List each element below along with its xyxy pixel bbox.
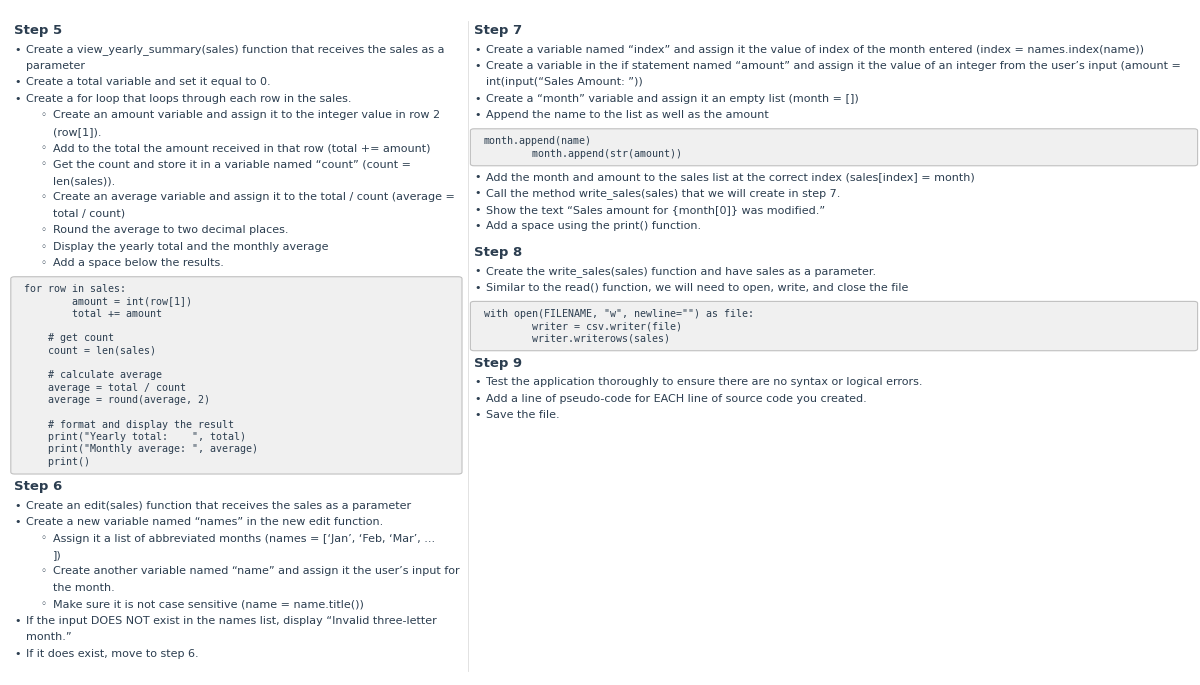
Text: # get count: # get count bbox=[24, 334, 114, 343]
Text: int(input(“Sales Amount: ”)): int(input(“Sales Amount: ”)) bbox=[486, 77, 643, 88]
Text: Get the count and store it in a variable named “count” (count =: Get the count and store it in a variable… bbox=[53, 160, 410, 170]
Text: Create a new variable named “names” in the new edit function.: Create a new variable named “names” in t… bbox=[26, 517, 384, 527]
Text: Save the file.: Save the file. bbox=[486, 410, 559, 421]
Text: month.append(name): month.append(name) bbox=[484, 136, 592, 146]
Text: Step 7: Step 7 bbox=[474, 24, 522, 37]
Text: Step 5: Step 5 bbox=[14, 24, 62, 37]
Text: •: • bbox=[14, 77, 20, 88]
FancyBboxPatch shape bbox=[470, 301, 1198, 351]
Text: •: • bbox=[474, 45, 480, 55]
Text: •: • bbox=[474, 283, 480, 293]
Text: ◦: ◦ bbox=[41, 242, 47, 252]
Text: parameter: parameter bbox=[26, 61, 85, 71]
Text: Create a variable in the if statement named “amount” and assign it the value of : Create a variable in the if statement na… bbox=[486, 61, 1181, 71]
Text: average = round(average, 2): average = round(average, 2) bbox=[24, 395, 210, 405]
Text: •: • bbox=[474, 410, 480, 421]
Text: Create an edit(sales) function that receives the sales as a parameter: Create an edit(sales) function that rece… bbox=[26, 501, 412, 511]
Text: ]): ]) bbox=[53, 550, 61, 560]
Text: •: • bbox=[474, 394, 480, 404]
Text: Show the text “Sales amount for {month[0]} was modified.”: Show the text “Sales amount for {month[0… bbox=[486, 205, 826, 215]
Text: Create an average variable and assign it to the total / count (average =: Create an average variable and assign it… bbox=[53, 192, 455, 203]
Text: •: • bbox=[474, 61, 480, 71]
Text: ◦: ◦ bbox=[41, 225, 47, 236]
Text: •: • bbox=[474, 221, 480, 232]
Text: # format and display the result: # format and display the result bbox=[24, 420, 234, 429]
Text: Display the yearly total and the monthly average: Display the yearly total and the monthly… bbox=[53, 242, 329, 252]
Text: •: • bbox=[14, 616, 20, 626]
Text: print("Monthly average: ", average): print("Monthly average: ", average) bbox=[24, 445, 258, 454]
Text: •: • bbox=[474, 188, 480, 199]
Text: Add a line of pseudo-code for EACH line of source code you created.: Add a line of pseudo-code for EACH line … bbox=[486, 394, 866, 404]
Text: ◦: ◦ bbox=[41, 110, 47, 121]
Text: If it does exist, move to step 6.: If it does exist, move to step 6. bbox=[26, 649, 199, 659]
Text: Create a for loop that loops through each row in the sales.: Create a for loop that loops through eac… bbox=[26, 94, 352, 104]
Text: Step 6: Step 6 bbox=[14, 480, 62, 493]
Text: the month.: the month. bbox=[53, 583, 114, 593]
Text: month.append(str(amount)): month.append(str(amount)) bbox=[484, 149, 682, 158]
Text: writer = csv.writer(file): writer = csv.writer(file) bbox=[484, 321, 682, 331]
Text: Add to the total the amount received in that row (total += amount): Add to the total the amount received in … bbox=[53, 143, 431, 153]
Text: Assign it a list of abbreviated months (names = [‘Jan’, ‘Feb, ‘Mar’, ...: Assign it a list of abbreviated months (… bbox=[53, 534, 434, 544]
Text: Create a “month” variable and assign it an empty list (month = []): Create a “month” variable and assign it … bbox=[486, 94, 859, 104]
Text: ◦: ◦ bbox=[41, 599, 47, 610]
Text: Create a view_yearly_summary(sales) function that receives the sales as a: Create a view_yearly_summary(sales) func… bbox=[26, 45, 445, 55]
Text: writer.writerows(sales): writer.writerows(sales) bbox=[484, 334, 670, 343]
Text: for row in sales:: for row in sales: bbox=[24, 284, 126, 294]
FancyBboxPatch shape bbox=[11, 277, 462, 474]
Text: Create the write_sales(sales) function and have sales as a parameter.: Create the write_sales(sales) function a… bbox=[486, 266, 876, 277]
Text: Step 9: Step 9 bbox=[474, 357, 522, 370]
Text: •: • bbox=[474, 110, 480, 121]
Text: ◦: ◦ bbox=[41, 160, 47, 170]
Text: # calculate average: # calculate average bbox=[24, 371, 162, 380]
Text: Append the name to the list as well as the amount: Append the name to the list as well as t… bbox=[486, 110, 769, 121]
Text: •: • bbox=[14, 501, 20, 511]
Text: •: • bbox=[14, 45, 20, 55]
Text: print("Yearly total:    ", total): print("Yearly total: ", total) bbox=[24, 432, 246, 442]
Text: ◦: ◦ bbox=[41, 534, 47, 544]
Text: •: • bbox=[474, 94, 480, 104]
Text: Make sure it is not case sensitive (name = name.title()): Make sure it is not case sensitive (name… bbox=[53, 599, 364, 610]
Text: Similar to the read() function, we will need to open, write, and close the file: Similar to the read() function, we will … bbox=[486, 283, 908, 293]
Text: •: • bbox=[14, 94, 20, 104]
Text: •: • bbox=[14, 517, 20, 527]
Text: Round the average to two decimal places.: Round the average to two decimal places. bbox=[53, 225, 288, 236]
Text: average = total / count: average = total / count bbox=[24, 383, 186, 393]
Text: •: • bbox=[474, 377, 480, 388]
FancyBboxPatch shape bbox=[470, 129, 1198, 166]
Text: •: • bbox=[474, 172, 480, 182]
Text: •: • bbox=[474, 266, 480, 277]
Text: Test the application thoroughly to ensure there are no syntax or logical errors.: Test the application thoroughly to ensur… bbox=[486, 377, 923, 388]
Text: •: • bbox=[474, 205, 480, 215]
Text: •: • bbox=[14, 649, 20, 659]
Text: ◦: ◦ bbox=[41, 566, 47, 577]
Text: total / count): total / count) bbox=[53, 209, 125, 219]
Text: total += amount: total += amount bbox=[24, 309, 162, 319]
Text: (row[1]).: (row[1]). bbox=[53, 127, 101, 137]
Text: Create a total variable and set it equal to 0.: Create a total variable and set it equal… bbox=[26, 77, 271, 88]
Text: len(sales)).: len(sales)). bbox=[53, 176, 115, 186]
Text: count = len(sales): count = len(sales) bbox=[24, 346, 156, 356]
Text: month.”: month.” bbox=[26, 632, 72, 643]
Text: with open(FILENAME, "w", newline="") as file:: with open(FILENAME, "w", newline="") as … bbox=[484, 309, 754, 319]
Text: Add the month and amount to the sales list at the correct index (sales[index] = : Add the month and amount to the sales li… bbox=[486, 172, 974, 182]
Text: Create a variable named “index” and assign it the value of index of the month en: Create a variable named “index” and assi… bbox=[486, 45, 1144, 55]
Text: Add a space using the print() function.: Add a space using the print() function. bbox=[486, 221, 701, 232]
Text: print(): print() bbox=[24, 457, 90, 466]
Text: ◦: ◦ bbox=[41, 192, 47, 203]
Text: Step 8: Step 8 bbox=[474, 246, 522, 259]
Text: Create an amount variable and assign it to the integer value in row 2: Create an amount variable and assign it … bbox=[53, 110, 440, 121]
Text: Add a space below the results.: Add a space below the results. bbox=[53, 258, 223, 269]
Text: amount = int(row[1]): amount = int(row[1]) bbox=[24, 297, 192, 306]
Text: Create another variable named “name” and assign it the user’s input for: Create another variable named “name” and… bbox=[53, 566, 460, 577]
Text: ◦: ◦ bbox=[41, 143, 47, 153]
Text: Call the method write_sales(sales) that we will create in step 7.: Call the method write_sales(sales) that … bbox=[486, 188, 840, 199]
Text: If the input DOES NOT exist in the names list, display “Invalid three-letter: If the input DOES NOT exist in the names… bbox=[26, 616, 437, 626]
Text: ◦: ◦ bbox=[41, 258, 47, 269]
